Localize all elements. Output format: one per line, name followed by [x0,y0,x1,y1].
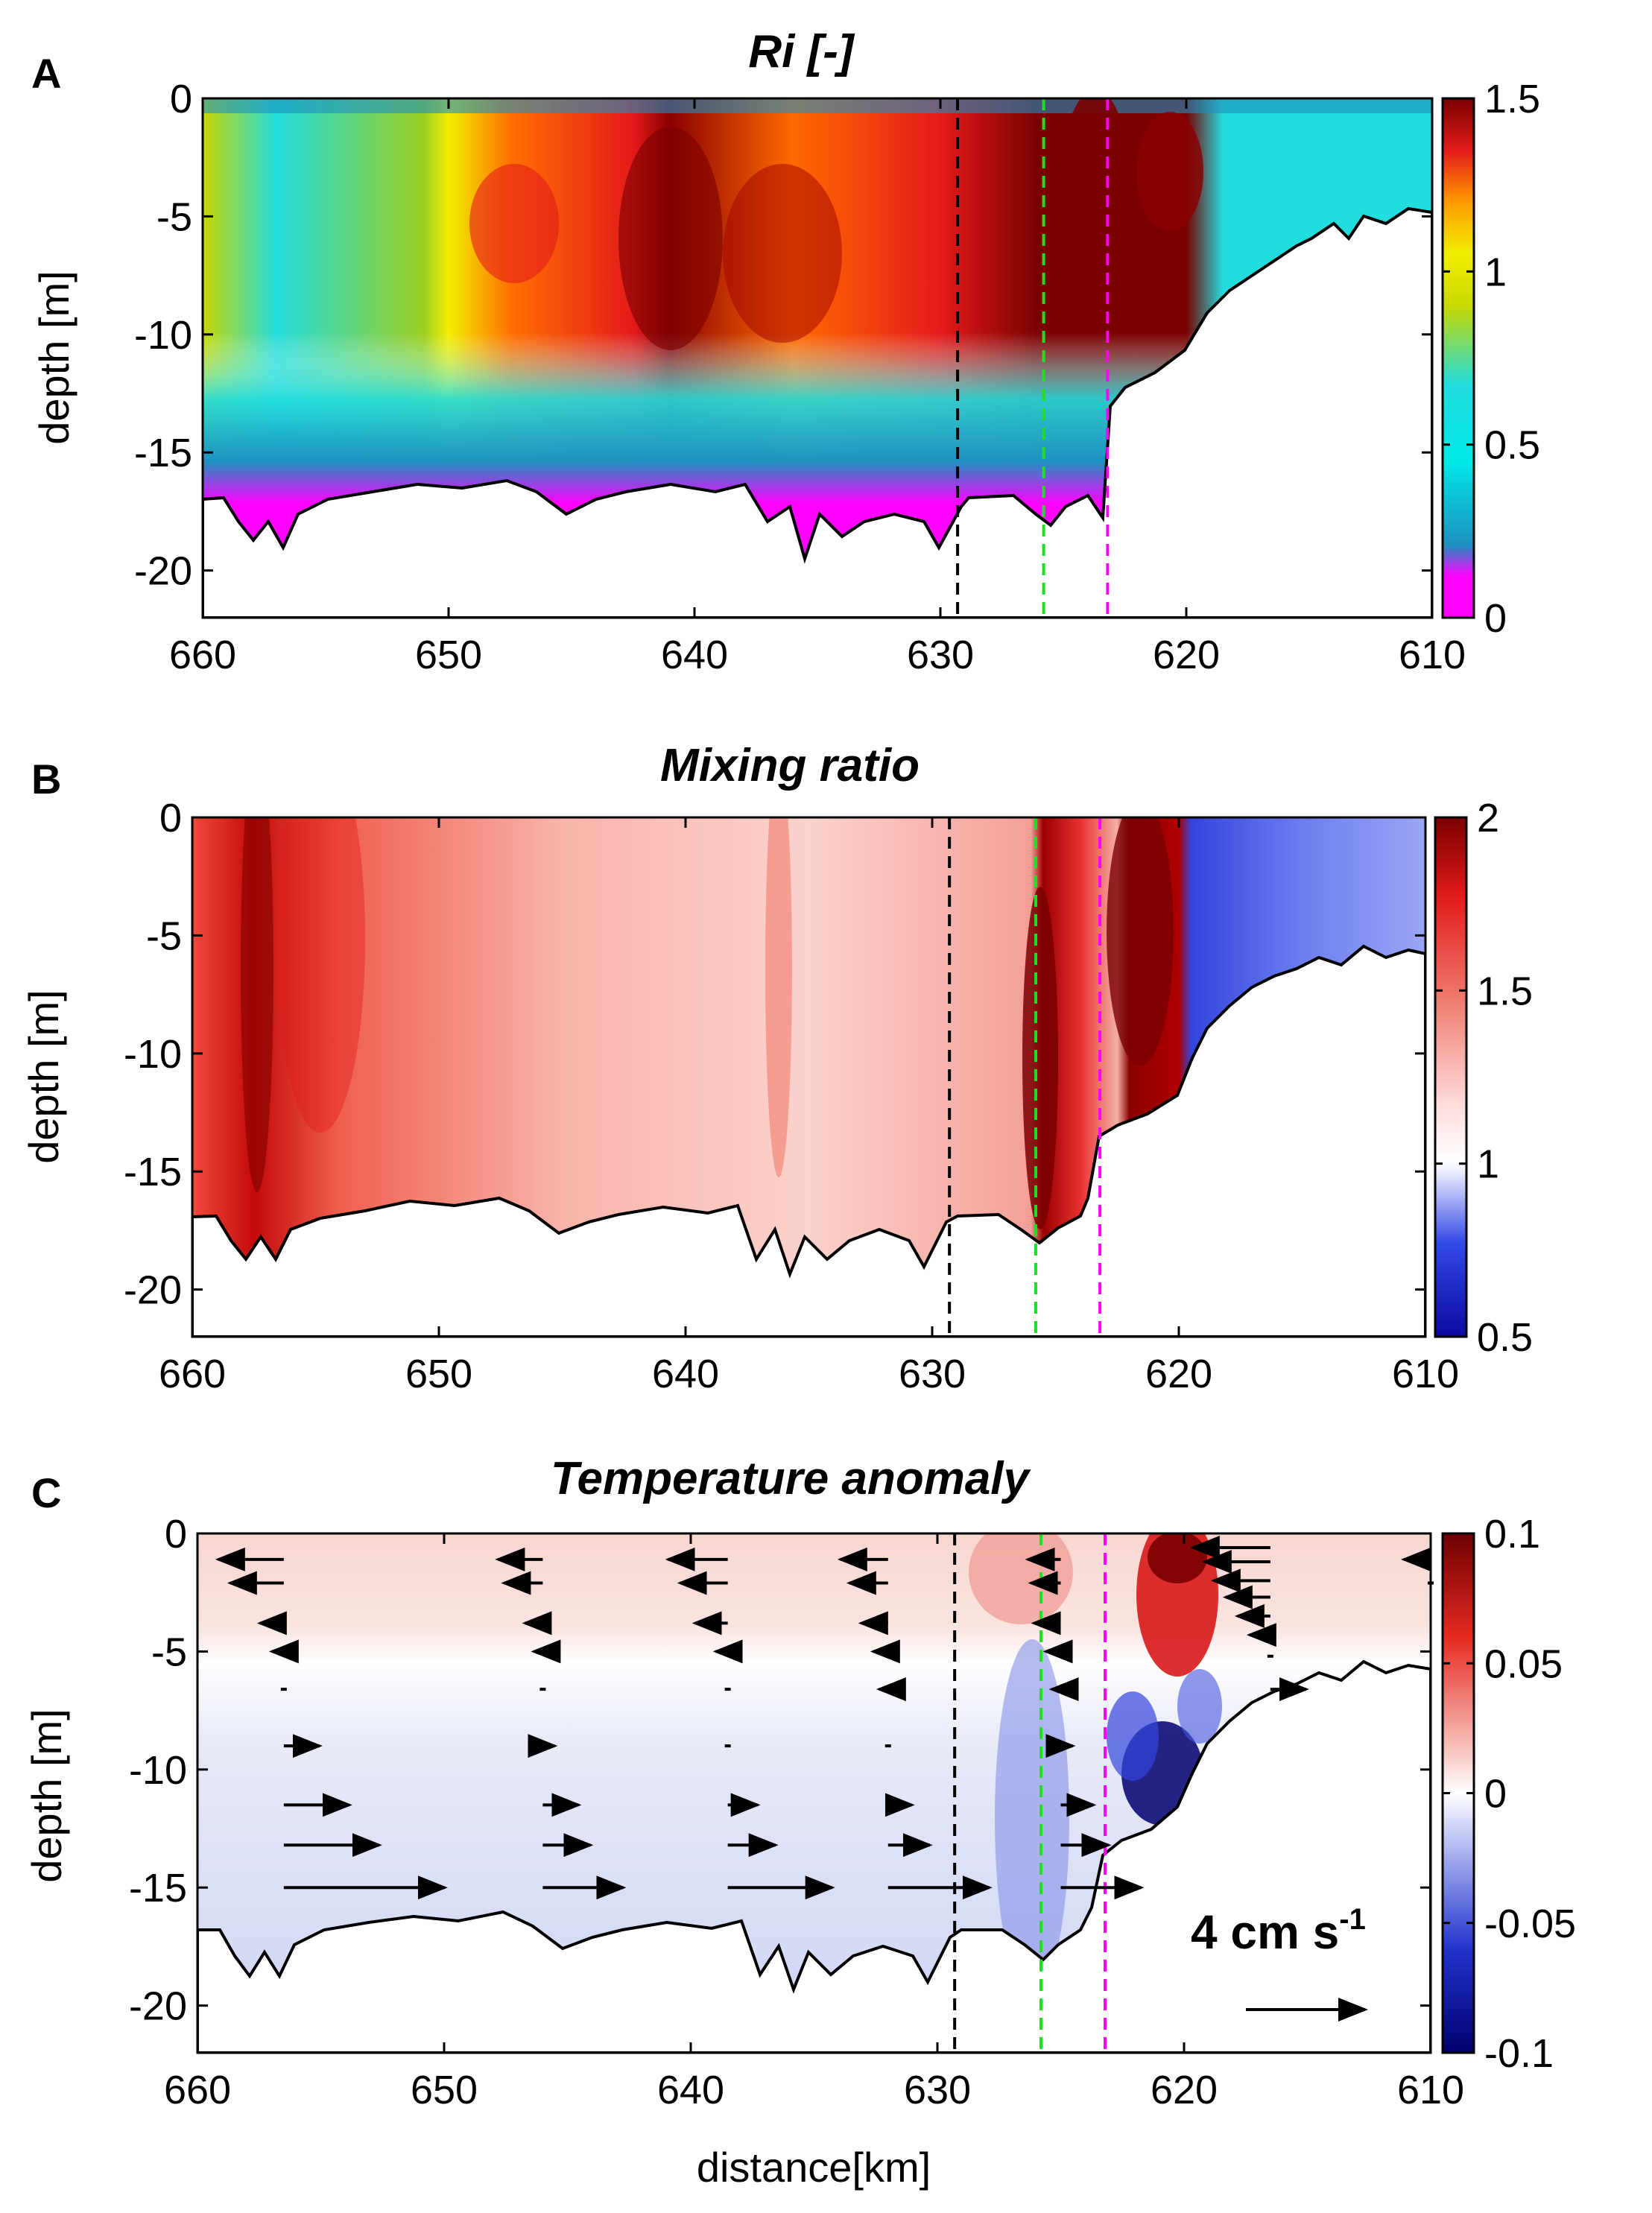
panel-c-colorbar-ticks: 0.1 0.05 0 -0.05 -0.1 [1443,1512,1576,2076]
panel-a-seafloor [203,206,1432,618]
panel-c-xtick-label: 610 [1397,2068,1464,2112]
panel-c-xtick-label: 660 [164,2068,231,2112]
panel-a-xtick-label: 610 [1399,633,1466,677]
panel-letter-b: B [31,756,61,802]
panel-b-title: Mixing ratio [660,740,920,791]
panel-a-colorbar-ticks: 1.5 1 0.5 0 [1443,77,1540,641]
panel-b-ylabel: depth [m] [20,990,67,1163]
panel-c: C Temperature anomaly 4 cm s-1 660 650 640… [23,1453,1576,2191]
panel-a-colorbar-label: 1.5 [1484,77,1540,121]
panel-b-colorbar-label: 1.5 [1477,969,1533,1013]
panel-a: A Ri [-] 660 650 640 630 620 610 0 -5 -10 -15 -20… [31,26,1540,677]
panel-a-y-axis: 0 -5 -10 -15 -20 [134,77,1432,594]
panel-a-frame [201,97,1434,619]
panel-b: B Mixing ratio 660 650 640 630 620 610 0 -5 -10… [20,740,1533,1396]
panel-c-y-axis: 0 -5 -10 -15 -20 [129,1512,1431,2029]
panel-b-y-axis: 0 -5 -10 -15 -20 [124,796,1425,1313]
panel-c-xtick-label: 640 [657,2068,724,2112]
panel-c-xtick-label: 630 [904,2068,971,2112]
velocity-scale: 4 cm s-1 [1191,1903,1368,2022]
panel-c-ytick-label: -5 [151,1630,187,1674]
panel-a-ytick-label: 0 [170,77,192,121]
panel-c-colorbar-label: 0 [1484,1772,1507,1817]
panel-b-ytick-label: 0 [159,796,182,840]
panel-b-xtick-label: 650 [405,1352,472,1396]
panel-c-xlabel: distance[km] [697,2144,931,2191]
panel-b-colorbar [1434,816,1468,1338]
panel-b-ytick-label: -20 [124,1268,182,1313]
panel-a-ytick-label: -20 [134,549,192,594]
panel-c-colorbar-label: 0.05 [1484,1641,1563,1686]
panel-a-xtick-label: 660 [169,633,236,677]
panel-a-xtick-label: 630 [907,633,974,677]
panel-b-xtick-label: 620 [1145,1352,1212,1396]
panel-a-xtick-label: 620 [1153,633,1220,677]
panel-c-field [197,1533,1431,2053]
panel-c-ytick-label: -20 [129,1984,187,2029]
panel-c-title: Temperature anomaly [551,1453,1032,1504]
panel-a-xtick-label: 640 [661,633,728,677]
panel-a-ytick-label: -15 [134,431,192,475]
panel-c-xtick-label: 650 [411,2068,478,2112]
panel-b-frame [191,816,1427,1338]
panel-b-ytick-label: -5 [146,914,182,958]
panel-a-title: Ri [-] [748,26,855,77]
panel-b-x-axis: 660 650 640 630 620 610 [159,817,1459,1396]
panel-letter-a: A [31,50,61,97]
panel-c-frame [196,1532,1432,2054]
panel-a-colorbar-label: 0.5 [1484,423,1540,468]
panel-b-xtick-label: 630 [899,1352,966,1396]
panel-c-x-axis: 660 650 640 630 620 610 [164,1533,1464,2112]
panel-a-ytick-label: -5 [156,194,192,239]
panel-b-xtick-label: 660 [159,1352,226,1396]
panel-a-colorbar-label: 1 [1484,250,1507,294]
panel-a-colorbar-label: 0 [1484,596,1507,641]
panel-c-ytick-label: 0 [165,1512,187,1557]
panel-b-xtick-label: 610 [1392,1352,1459,1396]
panel-b-ytick-label: -15 [124,1150,182,1194]
panel-b-seafloor [192,944,1425,1337]
panel-a-ylabel: depth [m] [31,270,77,444]
velocity-scale-label: 4 cm s-1 [1191,1903,1366,1959]
panel-c-velocity-arrows [215,1536,1434,1900]
panel-a-xtick-label: 650 [415,633,482,677]
panel-c-ytick-label: -15 [129,1866,187,1910]
panel-b-colorbar-label: 0.5 [1477,1315,1533,1360]
panel-c-colorbar-label: -0.1 [1484,2031,1554,2076]
panel-c-ylabel: depth [m] [23,1709,70,1882]
panel-b-colorbar-ticks: 2 1.5 1 0.5 [1435,796,1533,1360]
panel-a-colorbar [1441,97,1475,619]
panel-b-colorbar-label: 2 [1477,796,1499,840]
panel-b-ytick-label: -10 [124,1032,182,1077]
panel-c-colorbar-label: -0.05 [1484,1902,1576,1946]
panel-c-xtick-label: 620 [1151,2068,1218,2112]
panel-a-x-axis: 660 650 640 630 620 610 [169,98,1466,677]
panel-b-field [192,817,1425,1337]
panel-a-field [203,98,1432,618]
panel-b-colorbar-label: 1 [1477,1142,1499,1187]
panel-a-ytick-label: -10 [134,313,192,358]
panel-c-ytick-label: -10 [129,1748,187,1793]
panel-c-colorbar-label: 0.1 [1484,1512,1540,1557]
panel-b-xtick-label: 640 [652,1352,719,1396]
panel-letter-c: C [31,1469,61,1516]
